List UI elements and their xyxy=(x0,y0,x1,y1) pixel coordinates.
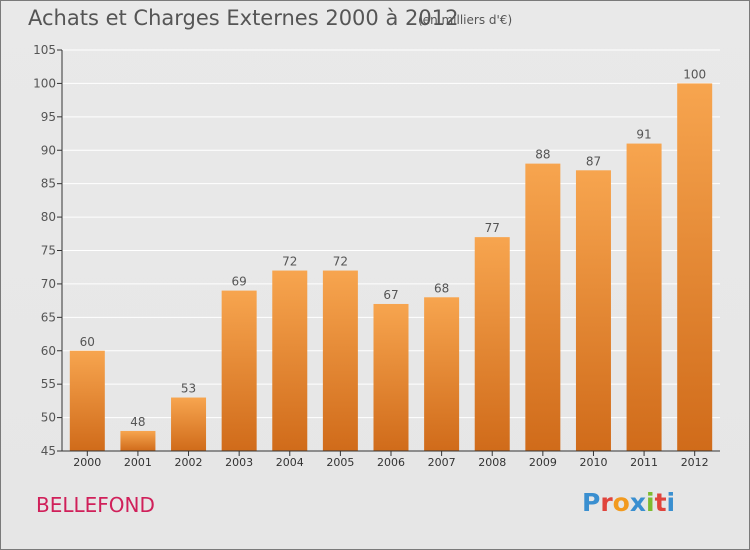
data-label-2001: 48 xyxy=(130,415,145,429)
data-label-2011: 91 xyxy=(636,128,651,142)
x-tick-label-2012: 2012 xyxy=(681,456,709,469)
logo-letter: t xyxy=(654,488,667,517)
y-tick-label: 90 xyxy=(41,143,56,157)
labels: 45 50 55 60 65 70 75 80 85 90 95 100 105 60 2000 48 2001… xyxy=(33,43,709,469)
y-tick-label: 75 xyxy=(41,244,56,258)
data-label-2005: 72 xyxy=(333,255,348,269)
y-tick-label: 80 xyxy=(41,210,56,224)
axes xyxy=(57,49,720,456)
y-tick-label: 70 xyxy=(41,277,56,291)
data-label-2009: 88 xyxy=(535,148,550,162)
y-tick-label: 50 xyxy=(41,411,56,425)
logo-letter: r xyxy=(600,488,613,517)
x-tick-label-2007: 2007 xyxy=(428,456,456,469)
proxiti-logo: Proxiti xyxy=(582,488,675,517)
data-label-2000: 60 xyxy=(80,335,95,349)
y-tick-label: 100 xyxy=(33,76,56,90)
chart-subtitle: (en milliers d'€) xyxy=(418,13,513,27)
bar-2007 xyxy=(424,297,460,451)
bar-2001 xyxy=(120,430,156,451)
data-label-2010: 87 xyxy=(586,154,601,168)
logo-letter: i xyxy=(646,488,655,517)
logo-letter: x xyxy=(629,488,646,517)
x-tick-label-2008: 2008 xyxy=(478,456,506,469)
data-label-2006: 67 xyxy=(383,288,398,302)
bar-2006 xyxy=(373,303,409,451)
x-tick-label-2006: 2006 xyxy=(377,456,405,469)
data-label-2003: 69 xyxy=(232,275,247,289)
bar-2008 xyxy=(474,237,510,451)
logo-letter: P xyxy=(582,488,601,517)
data-label-2008: 77 xyxy=(485,221,500,235)
logo-letter: o xyxy=(612,488,630,517)
commune-name: BELLEFOND xyxy=(36,493,155,517)
chart-title: Achats et Charges Externes 2000 à 2012 xyxy=(28,6,459,30)
data-label-2002: 53 xyxy=(181,382,196,396)
x-tick-label-2004: 2004 xyxy=(276,456,304,469)
bar-2004 xyxy=(272,270,308,451)
data-label-2004: 72 xyxy=(282,255,297,269)
y-tick-label: 85 xyxy=(41,177,56,191)
bars xyxy=(69,83,713,452)
bar-2000 xyxy=(69,350,105,451)
bar-2012 xyxy=(677,83,713,452)
x-tick-label-2005: 2005 xyxy=(326,456,354,469)
logo-letter: i xyxy=(666,488,676,517)
x-tick-label-2003: 2003 xyxy=(225,456,253,469)
x-tick-label-2001: 2001 xyxy=(124,456,152,469)
y-tick-label: 95 xyxy=(41,110,56,124)
bar-2010 xyxy=(575,170,611,452)
y-tick-label: 105 xyxy=(33,43,56,57)
x-tick-label-2010: 2010 xyxy=(579,456,607,469)
bar-2009 xyxy=(525,163,561,451)
bar-2003 xyxy=(221,290,257,451)
bar-2002 xyxy=(171,397,207,451)
x-tick-label-2000: 2000 xyxy=(73,456,101,469)
bar-2005 xyxy=(322,270,358,451)
x-tick-label-2009: 2009 xyxy=(529,456,557,469)
data-label-2012: 100 xyxy=(683,67,706,81)
bar-2011 xyxy=(626,143,662,452)
x-tick-label-2002: 2002 xyxy=(175,456,203,469)
y-tick-label: 55 xyxy=(41,377,56,391)
y-tick-label: 60 xyxy=(41,344,56,358)
y-tick-label: 65 xyxy=(41,310,56,324)
data-label-2007: 68 xyxy=(434,281,449,295)
y-tick-label: 45 xyxy=(41,444,56,458)
x-tick-label-2011: 2011 xyxy=(630,456,658,469)
